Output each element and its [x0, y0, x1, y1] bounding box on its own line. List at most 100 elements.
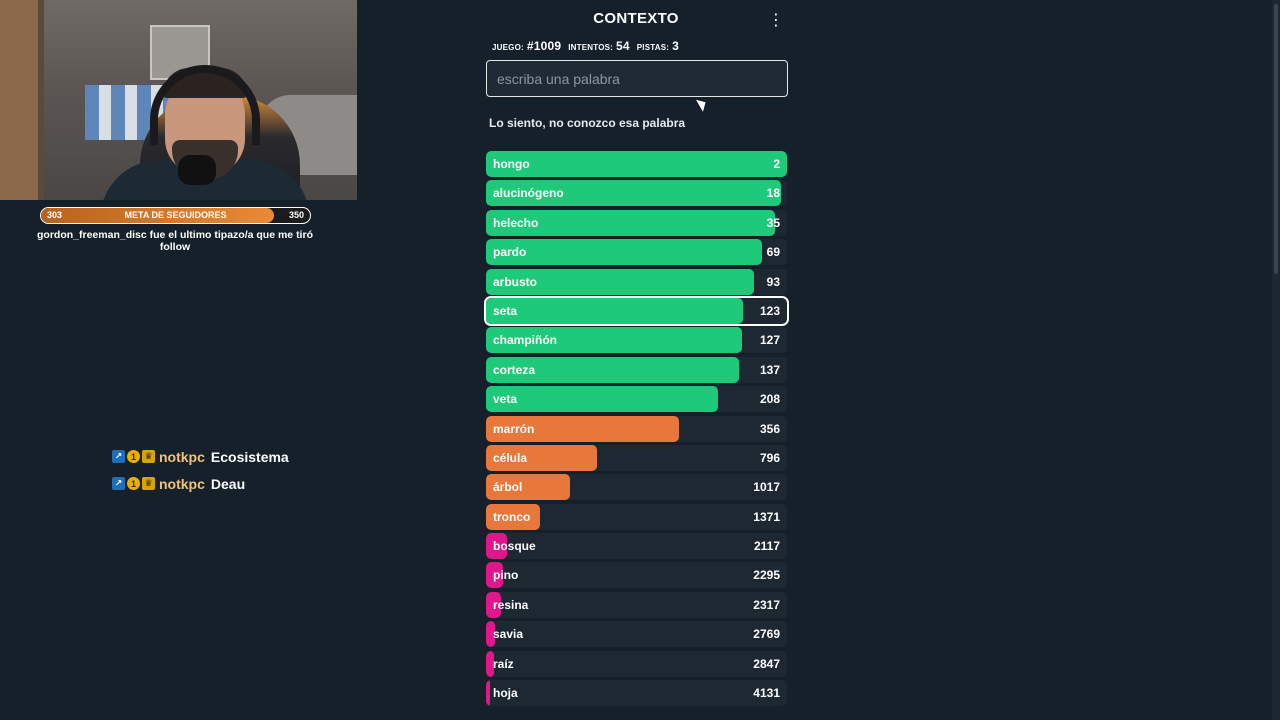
game-stats: JUEGO: #1009 INTENTOS: 54 PISTAS: 3: [492, 39, 686, 53]
webcam-feed: [0, 0, 357, 200]
guess-similarity-bar: [486, 621, 496, 648]
crown-badge-icon: ♛: [142, 477, 155, 490]
microphone: [178, 155, 216, 185]
webcam-door-edge: [38, 0, 44, 200]
guess-row: marrón 356: [486, 415, 787, 442]
page-scrollbar[interactable]: [1272, 0, 1280, 720]
guess-rank: 127: [759, 333, 780, 348]
guess-similarity-bar: [486, 297, 744, 324]
guess-rank: 208: [759, 392, 780, 407]
guess-row: corteza 137: [486, 356, 787, 383]
guess-word: resina: [493, 597, 529, 612]
game-number-label: JUEGO:: [492, 43, 524, 52]
follower-goal-title: META DE SEGUIDORES: [124, 210, 227, 220]
chat-overlay: ↗ 1 ♛ notkpc Ecosistema ↗ 1 ♛ notkpc Dea…: [112, 443, 289, 497]
guess-similarity-bar: [486, 680, 490, 707]
guess-row: árbol 1017: [486, 474, 787, 501]
guess-word: célula: [493, 450, 528, 465]
guess-similarity-bar: [486, 386, 718, 413]
guess-word: hoja: [493, 686, 518, 701]
prime-badge-icon: ↗: [112, 477, 125, 490]
guess-row: pino 2295: [486, 562, 787, 589]
guess-similarity-bar: [486, 209, 775, 236]
hints-label: PISTAS:: [636, 43, 670, 52]
guess-similarity-bar: [486, 650, 494, 677]
guess-row: champiñón 127: [486, 327, 787, 354]
guess-rank: 2847: [753, 656, 780, 671]
guess-word: hongo: [493, 157, 530, 171]
guess-word: marrón: [493, 421, 535, 436]
last-follow-message: gordon_freeman_disc fue el ultimo tipazo…: [37, 229, 313, 253]
guess-row: resina 2317: [486, 591, 787, 618]
guess-row: raíz 2847: [486, 650, 787, 677]
guess-row: hoja 4131: [486, 680, 787, 707]
guess-word: corteza: [493, 362, 536, 377]
guess-similarity-bar: [486, 356, 739, 383]
guess-word: árbol: [493, 480, 523, 495]
chat-message: ↗ 1 ♛ notkpc Ecosistema: [112, 443, 289, 470]
follower-goal-target: 350: [288, 210, 304, 220]
scrollbar-thumb[interactable]: [1274, 4, 1278, 274]
follower-goal-bar: META DE SEGUIDORES 303 350: [40, 207, 311, 224]
guess-row: seta 123: [484, 295, 789, 326]
headset: [150, 65, 260, 145]
guess-word: champiñón: [493, 333, 558, 348]
error-message: Lo siento, no conozco esa palabra: [489, 116, 686, 130]
guess-similarity-bar: [486, 180, 781, 207]
guess-word: alucinógeno: [493, 186, 564, 201]
chat-message: ↗ 1 ♛ notkpc Deau: [112, 470, 289, 497]
chat-text: Deau: [210, 475, 246, 492]
sub-badge-icon: 1: [127, 477, 140, 490]
game-number-value: #1009: [526, 39, 562, 53]
guess-list: hongo 2 alucinógeno 18 helecho 35 pardo 69 arbus…: [484, 151, 789, 709]
guess-word: pino: [493, 568, 519, 583]
guess-row: pardo 69: [486, 239, 787, 266]
follower-goal-fill: [41, 208, 274, 223]
guess-similarity-bar: [486, 562, 503, 589]
guess-rank: 2117: [753, 539, 780, 554]
guess-row: alucinógeno 18: [486, 180, 787, 207]
guess-rank: 2295: [753, 568, 780, 583]
crown-badge-icon: ♛: [142, 450, 155, 463]
guess-row: savia 2769: [486, 621, 787, 648]
guess-rank: 1371: [753, 509, 780, 524]
guess-word: seta: [493, 303, 518, 318]
guess-rank: 123: [759, 303, 780, 318]
guess-word: arbusto: [493, 274, 538, 289]
guess-similarity-bar: [486, 239, 763, 266]
guess-similarity-bar: [486, 151, 787, 177]
guess-similarity-bar: [486, 327, 742, 354]
guess-row: tronco 1371: [486, 503, 787, 530]
guess-row: arbusto 93: [486, 268, 787, 295]
guess-word: helecho: [493, 215, 539, 230]
guess-similarity-bar: [486, 591, 502, 618]
guess-rank: 69: [766, 245, 780, 260]
hints-value: 3: [672, 39, 680, 53]
guess-similarity-bar: [486, 415, 679, 442]
guess-row: veta 208: [486, 386, 787, 413]
guess-rank: 4131: [753, 686, 780, 701]
guess-word: raíz: [493, 656, 514, 671]
guess-rank: 796: [759, 450, 780, 465]
guess-rank: 2317: [753, 597, 780, 612]
word-input[interactable]: [486, 60, 788, 97]
chat-text: Ecosistema: [210, 448, 289, 465]
guess-rank: 35: [766, 215, 780, 230]
guess-rank: 18: [766, 186, 780, 201]
guess-rank: 2: [773, 157, 780, 171]
more-vert-icon[interactable]: ⋮: [768, 12, 784, 29]
guess-row: helecho 35: [486, 209, 787, 236]
guess-word: veta: [493, 392, 518, 407]
guess-rank: 2769: [753, 627, 780, 642]
chat-username: notkpc: [159, 475, 205, 492]
follower-goal-current: 303: [47, 210, 63, 220]
guess-rank: 356: [759, 421, 780, 436]
guess-word: pardo: [493, 245, 527, 260]
guess-rank: 93: [766, 274, 780, 289]
guess-row: bosque 2117: [486, 533, 787, 560]
guess-similarity-bar: [486, 444, 598, 471]
game-title: CONTEXTO: [593, 10, 679, 27]
attempts-label: INTENTOS:: [568, 43, 614, 52]
guess-similarity-bar: [486, 503, 541, 530]
webcam-door: [0, 0, 38, 200]
